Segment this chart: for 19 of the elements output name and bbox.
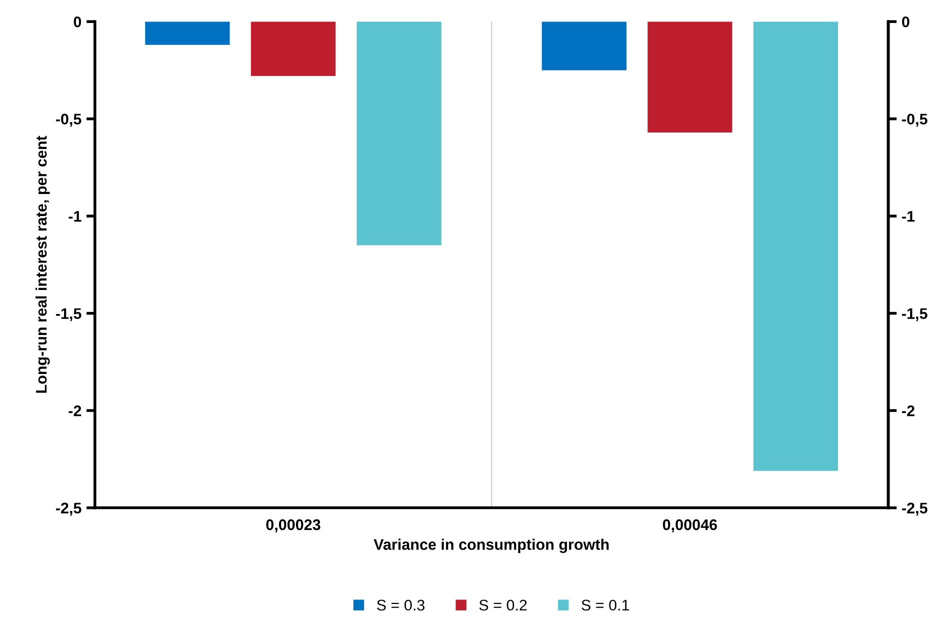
y2-tick-label: -2 [902, 405, 914, 416]
x-tick-label: 0,00023 [266, 519, 320, 532]
y2-tick-label: -0,5 [902, 114, 928, 127]
y-tick-label: -2 [68, 405, 82, 416]
y-tick-label: 0 [74, 16, 82, 28]
y2-tick-label: -1 [902, 211, 915, 222]
x-tick-label: 0,00046 [662, 519, 717, 532]
y2-tick-label: 0 [902, 16, 910, 28]
y2-tick-label: -2,5 [902, 502, 928, 516]
y2-tick-label: -1,5 [902, 308, 928, 322]
y-tick-label: -2,5 [56, 502, 82, 516]
y-tick-label: -1 [68, 211, 82, 222]
x-axis-title: Variance in consumption growth [374, 538, 609, 554]
y-tick-label: -1,5 [56, 308, 82, 322]
legend-label: S = 0.2 [479, 600, 527, 611]
y-tick-label: -0,5 [56, 114, 82, 127]
legend-label: S = 0.1 [582, 600, 630, 611]
legend-label: S = 0.3 [377, 600, 424, 611]
y-axis-title: Long-run real interest rate, per cent [36, 136, 50, 393]
